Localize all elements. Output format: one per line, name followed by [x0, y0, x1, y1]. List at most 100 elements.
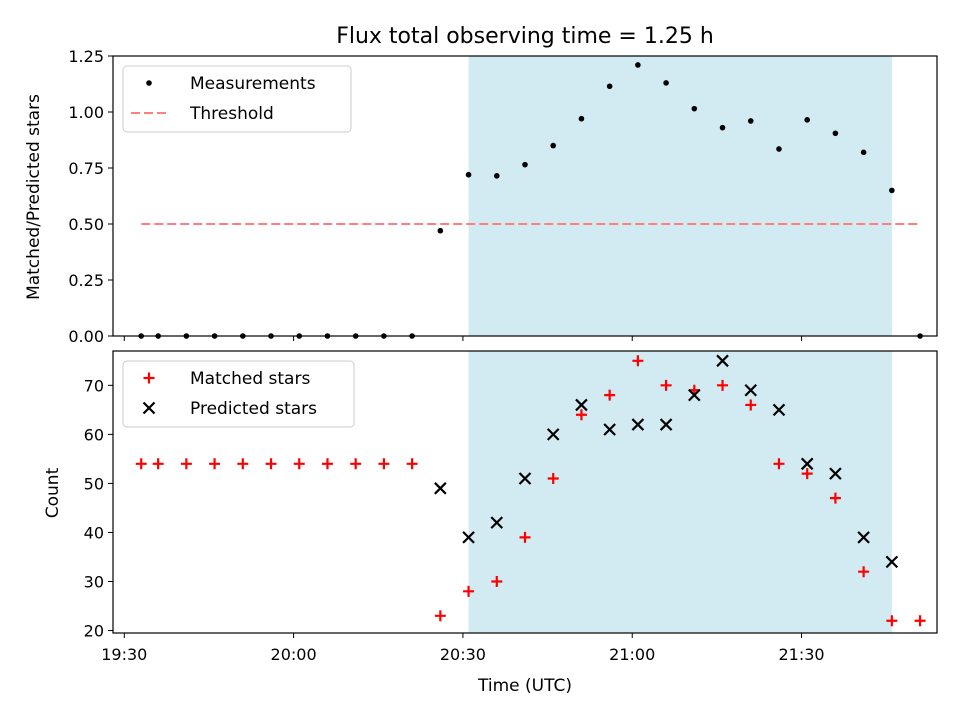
- predicted-star-point: [800, 457, 814, 471]
- matched-star-point: [350, 458, 362, 470]
- measurement-point: [832, 130, 839, 137]
- y-tick-label: 40: [84, 523, 104, 542]
- y-tick-label: 20: [84, 622, 104, 641]
- matched-star-point: [575, 409, 587, 421]
- predicted-star-point: [490, 516, 504, 529]
- x-tick-label: 19:30: [101, 645, 147, 664]
- matched-star-point: [858, 566, 870, 578]
- matched-star-point: [265, 458, 277, 470]
- legend-label: Predicted stars: [190, 399, 317, 419]
- matched-star-point: [152, 458, 164, 470]
- x-tick-label: 21:00: [609, 645, 655, 664]
- predicted-star-point: [518, 472, 532, 485]
- measurement-point: [578, 115, 585, 122]
- bottom-plot-area: [468, 351, 892, 633]
- matched-star-point: [632, 355, 644, 367]
- matched-star-point: [717, 379, 729, 391]
- matched-star-point: [801, 468, 813, 480]
- y-tick-label: 50: [84, 474, 104, 493]
- x-tick-label: 20:30: [440, 645, 486, 664]
- predicted-star-point: [716, 354, 729, 368]
- matched-star-point: [519, 531, 531, 543]
- top-y-axis: 0.00 0.25 0.50 0.75 1.00 1.25: [68, 47, 803, 346]
- measurement-point: [747, 118, 754, 124]
- legend-swatch-measurements: [146, 80, 152, 86]
- matched-star-point: [135, 458, 147, 470]
- bottom-marks: [135, 354, 926, 627]
- matched-star-point: [660, 379, 672, 391]
- y-tick-label: 70: [84, 376, 104, 395]
- measurement-point: [606, 83, 613, 90]
- plot-frame: [112, 55, 938, 337]
- matched-star-point: [829, 492, 841, 504]
- matched-star-point: [434, 610, 446, 622]
- bottom-panel: 20 30 40 50 60 70 19:30 20:00 20:30 21:00 21:30 Co…: [43, 350, 938, 696]
- measurement-point: [776, 146, 782, 152]
- predicted-star-point: [659, 418, 673, 431]
- matched-star-point: [293, 458, 305, 470]
- predicted-star-point: [885, 555, 899, 569]
- x-axis-label: Time (UTC): [477, 676, 572, 696]
- measurement-point: [522, 161, 528, 168]
- legend-label: Measurements: [190, 74, 316, 94]
- matched-star-point: [773, 458, 785, 470]
- predicted-star-point: [603, 423, 616, 436]
- legend-box: [122, 360, 355, 428]
- measurement-point: [437, 227, 444, 234]
- x-tick-label: 20:00: [271, 645, 317, 664]
- predicted-star-point: [631, 418, 645, 431]
- predicted-star-point: [462, 531, 475, 544]
- legend-swatch-matched: [143, 372, 155, 384]
- predicted-star-point: [857, 531, 870, 544]
- predicted-star-point: [546, 428, 560, 441]
- predicted-star-point: [434, 482, 447, 495]
- y-tick-label: 1.00: [68, 103, 104, 122]
- predicted-star-point: [688, 388, 701, 402]
- measurement-point: [691, 105, 698, 112]
- measurement-point: [635, 62, 641, 68]
- measurement-point: [719, 124, 726, 131]
- y-tick-label: 30: [84, 573, 104, 592]
- measurement-point: [493, 173, 500, 179]
- top-panel: 0.00 0.25 0.50 0.75 1.00 1.25 Matched/Predict…: [24, 47, 938, 346]
- matched-star-point: [209, 458, 221, 470]
- y-tick-label: 1.25: [68, 47, 104, 66]
- predicted-star-point: [744, 383, 758, 397]
- measurement-point: [889, 187, 895, 194]
- matched-star-point: [491, 576, 503, 588]
- bottom-frame: [112, 350, 938, 634]
- bottom-y-axis-label: Count: [43, 467, 63, 518]
- predicted-star-point: [829, 467, 842, 480]
- matched-star-point: [886, 615, 898, 627]
- predicted-star-point: [575, 398, 588, 412]
- matched-star-point: [914, 615, 926, 627]
- legend-box: [122, 65, 352, 133]
- measurement-point: [465, 171, 472, 178]
- matched-star-point: [604, 389, 616, 401]
- measurement-point: [860, 149, 867, 156]
- y-tick-label: 0.25: [68, 271, 104, 290]
- top-legend: Measurements Threshold: [122, 65, 352, 133]
- matched-star-point: [547, 473, 559, 485]
- y-tick-label: 0.75: [68, 159, 104, 178]
- y-tick-label: 0.00: [68, 327, 104, 346]
- matched-star-point: [463, 585, 475, 597]
- measurement-point: [550, 142, 557, 149]
- observing-window-span: [468, 351, 892, 633]
- legend-label: Threshold: [189, 104, 274, 124]
- matched-star-point: [180, 458, 192, 470]
- measurement-point: [804, 117, 810, 123]
- legend-label: Matched stars: [190, 369, 310, 389]
- matched-star-point: [378, 458, 390, 470]
- matched-star-point: [745, 399, 757, 411]
- matched-star-point: [321, 458, 333, 470]
- top-y-axis-label: Matched/Predicted stars: [24, 94, 44, 300]
- chart-title: Flux total observing time = 1.25 h: [336, 24, 714, 49]
- legend-swatch-predicted: [142, 401, 156, 415]
- y-tick-label: 60: [84, 425, 104, 444]
- y-tick-label: 0.50: [68, 215, 104, 234]
- top-plot-area: [468, 56, 892, 336]
- matched-star-point: [237, 458, 249, 470]
- observing-window-span: [468, 56, 892, 336]
